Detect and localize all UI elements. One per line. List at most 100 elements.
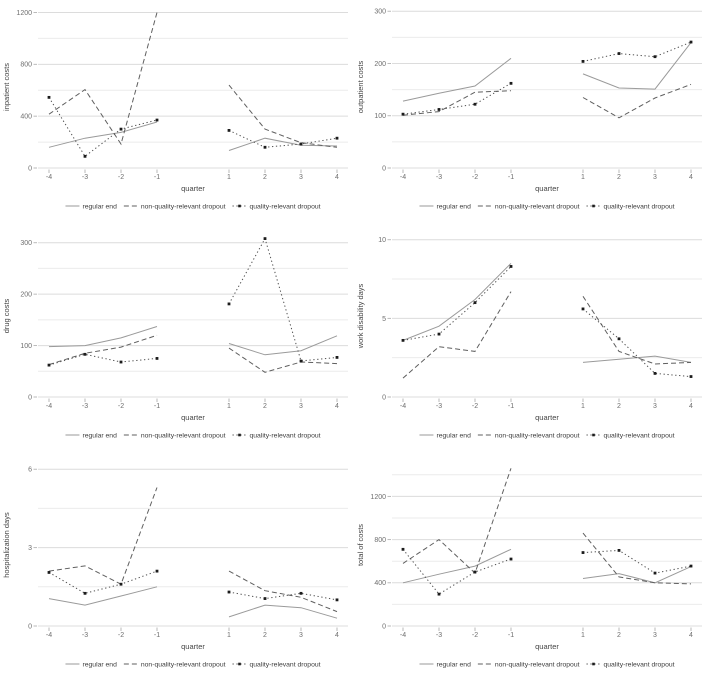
x-tick-label: 1 — [227, 174, 231, 181]
data-point-marker — [83, 591, 87, 595]
x-tick-label: -3 — [82, 632, 88, 639]
x-tick-label: 2 — [263, 632, 267, 639]
data-point-marker — [509, 265, 513, 268]
legend-key-marker — [238, 662, 241, 666]
data-point-marker — [335, 136, 339, 140]
y-tick-label: 0 — [382, 165, 386, 172]
y-tick-label: 100 — [20, 343, 32, 350]
hospitalization-days-plot: 0 3 6 -4 -3 -2 -1 1 2 3 4 hospitalization days quart… — [2, 467, 348, 668]
legend-label: quality-relevant dropout — [249, 432, 320, 439]
legend-label: regular end — [436, 203, 471, 210]
x-tick-label: -1 — [154, 403, 160, 410]
data-point-marker — [83, 154, 87, 158]
data-point-marker — [335, 598, 339, 602]
series-line-dotted-square — [402, 82, 512, 115]
y-tick-label: 0 — [28, 394, 32, 401]
x-tick-label: 3 — [299, 403, 303, 410]
data-point-marker — [155, 357, 159, 360]
x-tick-label: 1 — [581, 403, 585, 410]
y-axis-title: hospitalization days — [2, 512, 11, 578]
legend-key-marker — [238, 433, 241, 437]
x-tick-label: -2 — [472, 174, 478, 181]
chart-drug-costs: 0 100 200 300 -4 -3 -2 -1 1 2 3 4 drug costs quarter r… — [0, 229, 354, 458]
data-point-marker — [437, 592, 441, 596]
series-line-dashed — [402, 468, 512, 574]
y-tick-label: 100 — [374, 113, 386, 120]
x-tick-label: -1 — [508, 403, 514, 410]
data-point-marker — [263, 145, 267, 149]
legend: regular end non-quality-relevant dropout q… — [419, 432, 675, 439]
y-tick-label: 200 — [20, 292, 32, 299]
x-tick-label: -4 — [400, 174, 406, 181]
y-tick-label: 800 — [374, 537, 386, 544]
x-tick-label: 2 — [263, 403, 267, 410]
series-line-dotted-square — [582, 549, 692, 574]
x-tick-label: 2 — [617, 174, 621, 181]
legend-key-marker — [592, 433, 595, 437]
x-tick-label: 1 — [227, 403, 231, 410]
legend-label: regular end — [82, 432, 117, 439]
series-line-solid — [402, 548, 512, 584]
data-point-marker — [263, 237, 267, 240]
data-point-marker — [401, 547, 405, 551]
x-tick-label: 2 — [617, 403, 621, 410]
x-tick-label: -2 — [118, 174, 124, 181]
data-point-marker — [473, 102, 477, 106]
series-line-dashed — [228, 84, 338, 148]
x-tick-label: -4 — [46, 403, 52, 410]
chart-hospitalization-days: 0 3 6 -4 -3 -2 -1 1 2 3 4 hospitalization days quart… — [0, 458, 354, 687]
data-point-marker — [155, 118, 159, 122]
chart-outpatient-costs: 0 100 200 300 -4 -3 -2 -1 1 2 3 4 outpatient costs qu… — [354, 0, 708, 229]
series-line-solid — [582, 42, 692, 90]
data-point-marker — [617, 337, 621, 341]
y-tick-label: 10 — [378, 237, 386, 244]
data-point-marker — [509, 557, 513, 561]
legend-label: quality-relevant dropout — [603, 432, 674, 439]
data-point-marker — [473, 570, 477, 574]
x-tick-label: -3 — [436, 174, 442, 181]
x-tick-label: -3 — [436, 403, 442, 410]
series-line-solid — [582, 566, 692, 584]
series-line-solid — [48, 326, 158, 348]
y-tick-label: 0 — [28, 165, 32, 172]
y-tick-label: 200 — [374, 61, 386, 68]
series-line-dashed — [582, 532, 692, 585]
x-tick-label: 1 — [227, 632, 231, 639]
data-point-marker — [617, 52, 621, 55]
legend-label: regular end — [436, 661, 471, 668]
x-tick-label: -1 — [508, 174, 514, 181]
x-tick-label: -1 — [154, 632, 160, 639]
x-tick-label: -2 — [118, 632, 124, 639]
x-tick-label: -4 — [46, 174, 52, 181]
y-axis-title: outpatient costs — [356, 60, 365, 113]
y-tick-label: 1200 — [370, 494, 386, 501]
data-point-marker — [401, 112, 405, 116]
series-line-dotted-square — [48, 97, 158, 158]
legend-key-marker — [238, 204, 241, 208]
legend-label: quality-relevant dropout — [249, 661, 320, 668]
legend-label: non-quality-relevant dropout — [141, 661, 226, 668]
series-line-dashed — [228, 347, 338, 373]
series-line-solid — [228, 335, 338, 356]
data-point-marker — [47, 363, 51, 367]
data-point-marker — [509, 81, 513, 85]
data-point-marker — [227, 302, 231, 306]
data-point-marker — [401, 338, 405, 342]
series-line-solid — [228, 604, 338, 619]
x-axis-title: quarter — [181, 184, 205, 193]
x-tick-label: 2 — [263, 174, 267, 181]
chart-work-disability-days: 0 5 10 -4 -3 -2 -1 1 2 3 4 work disability days quar… — [354, 229, 708, 458]
x-tick-label: -3 — [82, 403, 88, 410]
x-axis-title: quarter — [535, 184, 559, 193]
x-tick-label: -1 — [154, 174, 160, 181]
legend-key-marker — [592, 662, 595, 666]
y-tick-label: 6 — [28, 467, 32, 474]
series-line-dotted-square — [228, 129, 338, 148]
legend-label: non-quality-relevant dropout — [141, 203, 226, 210]
data-point-marker — [689, 375, 693, 378]
y-tick-label: 0 — [28, 623, 32, 630]
series-line-dashed — [48, 487, 158, 585]
data-point-marker — [227, 129, 231, 132]
chart-total-of-costs: 0 400 800 1200 -4 -3 -2 -1 1 2 3 4 total of costs qua… — [354, 458, 708, 687]
inpatient-costs-plot: 0 400 800 1200 -4 -3 -2 -1 1 2 3 4 inpatient costs qu… — [2, 10, 348, 210]
